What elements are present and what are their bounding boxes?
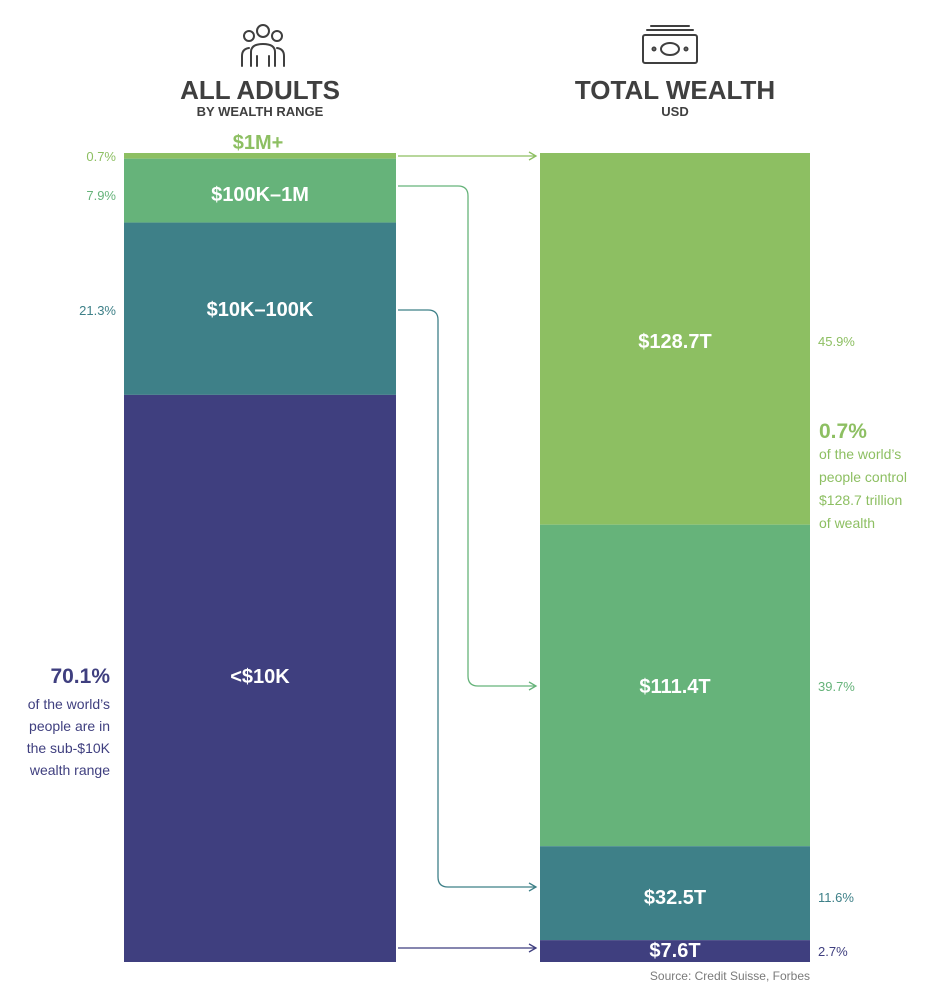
left-percent-10k-100k: 21.3% xyxy=(79,303,116,318)
left-percent-1m: 0.7% xyxy=(86,149,116,164)
right-bar-32-5t xyxy=(540,846,810,941)
right-annotation-line: people control xyxy=(819,469,907,485)
left-annotation-value: 70.1% xyxy=(50,665,110,688)
connector-10k-100k-arrowhead xyxy=(528,882,538,892)
right-label-128-7t: $128.7T xyxy=(638,331,711,353)
right-title: TOTAL WEALTH xyxy=(575,75,775,105)
right-percent-111-4t: 39.7% xyxy=(818,679,855,694)
left-bar-10k-100k xyxy=(124,222,396,395)
right-stacked-column xyxy=(540,153,810,962)
right-label-111-4t: $111.4T xyxy=(639,676,710,698)
left-annotation-line: the sub-$10K xyxy=(27,740,111,756)
right-annotation-line: of the world’s xyxy=(819,446,901,462)
people-group-icon xyxy=(241,24,285,67)
left-stacked-column xyxy=(124,153,396,962)
right-label-32-5t: $32.5T xyxy=(644,887,706,909)
right-annotation: 0.7% of the world’s people control $128.7 t… xyxy=(819,420,907,531)
left-bar-1m xyxy=(124,153,396,159)
right-label-7-6t: $7.6T xyxy=(649,940,700,962)
left-title: ALL ADULTS xyxy=(180,75,340,105)
source-note: Source: Credit Suisse, Forbes xyxy=(650,969,810,983)
right-bar-7-6t xyxy=(540,940,810,962)
right-annotation-line: $128.7 trillion xyxy=(819,492,902,508)
connector-arrows xyxy=(398,151,538,953)
right-percent-7-6t: 2.7% xyxy=(818,944,848,959)
connector-under-10k-arrowhead xyxy=(528,943,538,953)
connector-1m-plus-arrowhead xyxy=(528,151,538,161)
right-percent-128-7t: 45.9% xyxy=(818,334,855,349)
left-subtitle: BY WEALTH RANGE xyxy=(197,104,324,119)
left-annotation: 70.1% of the world’s people are in the sub-… xyxy=(27,665,111,778)
left-annotation-line: of the world’s xyxy=(28,696,110,712)
right-annotation-line: of wealth xyxy=(819,515,875,531)
connector-100k-1m-arrowhead xyxy=(528,681,538,691)
right-subtitle: USD xyxy=(661,104,688,119)
connector-10k-100k xyxy=(398,309,536,888)
right-bar-128-7t xyxy=(540,153,810,525)
right-annotation-value: 0.7% xyxy=(819,420,867,443)
left-bar-10k xyxy=(124,394,396,962)
chart-labels: $1M+ $100K–1M $10K–100K <$10K 0.7% 7.9% 21.3% $… xyxy=(79,132,855,962)
left-label-100k-1m: $100K–1M xyxy=(211,184,309,206)
connector-100k-1m xyxy=(398,185,536,687)
left-percent-100k-1m: 7.9% xyxy=(86,188,116,203)
left-annotation-line: people are in xyxy=(29,718,110,734)
left-bar-100k-1m xyxy=(124,158,396,223)
right-percent-32-5t: 11.6% xyxy=(818,890,854,905)
left-annotation-line: wealth range xyxy=(29,762,110,778)
left-label-10k: <$10K xyxy=(230,666,290,688)
left-label-10k-100k: $10K–100K xyxy=(207,299,314,321)
banknote-icon xyxy=(642,25,698,64)
left-label-1m: $1M+ xyxy=(233,132,284,154)
right-bar-111-4t xyxy=(540,524,810,847)
